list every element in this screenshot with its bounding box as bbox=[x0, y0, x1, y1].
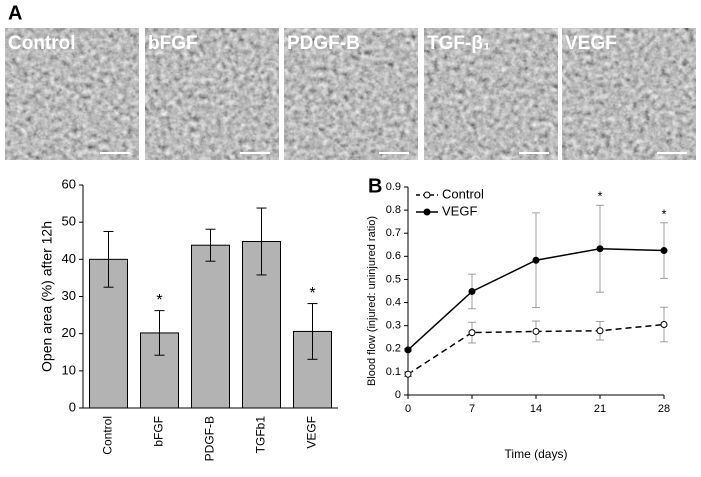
y-tick-label: 0.7 bbox=[386, 227, 401, 239]
micrograph bbox=[284, 28, 418, 160]
y-tick-label: 0.1 bbox=[386, 366, 401, 378]
image-label: TGF-β₁ bbox=[427, 33, 491, 54]
y-tick-label: 0.2 bbox=[386, 343, 401, 355]
y-tick-label: 0.3 bbox=[386, 320, 401, 332]
marker bbox=[468, 329, 476, 337]
significance-mark: * bbox=[156, 292, 162, 309]
y-axis-label: Blood flow (injured: uninjured ratio) bbox=[366, 216, 378, 386]
marker bbox=[596, 245, 604, 253]
y-tick-label: 50 bbox=[62, 214, 76, 229]
y-tick-label: 60 bbox=[62, 176, 76, 191]
panel-label: A bbox=[8, 2, 22, 24]
significance-mark: * bbox=[661, 206, 666, 221]
x-tick-label: 14 bbox=[530, 403, 542, 415]
x-tick-label: 7 bbox=[469, 403, 475, 415]
marker bbox=[660, 321, 668, 329]
micrograph bbox=[145, 28, 279, 160]
y-tick-label: 0 bbox=[395, 389, 401, 401]
marker bbox=[532, 327, 540, 335]
panel-label: B bbox=[368, 175, 382, 197]
y-axis-label: Open area (%) after 12h bbox=[39, 221, 55, 372]
image-label: VEGF bbox=[565, 33, 617, 54]
y-tick-label: 0.5 bbox=[386, 273, 401, 285]
legend-marker bbox=[423, 191, 431, 199]
y-tick-label: 0 bbox=[69, 399, 76, 414]
x-tick-label: Control bbox=[101, 416, 115, 455]
micrograph bbox=[562, 28, 696, 160]
marker bbox=[596, 327, 604, 335]
legend-label: Control bbox=[442, 186, 484, 201]
marker bbox=[404, 370, 412, 378]
micrograph bbox=[424, 28, 558, 160]
marker bbox=[532, 256, 540, 264]
y-tick-label: 0.6 bbox=[386, 250, 401, 262]
x-tick-label: 21 bbox=[594, 403, 606, 415]
marker bbox=[404, 346, 412, 354]
y-tick-label: 0.9 bbox=[386, 181, 401, 193]
y-tick-label: 0.4 bbox=[386, 296, 401, 308]
y-tick-label: 40 bbox=[62, 251, 76, 266]
marker bbox=[468, 287, 476, 295]
x-axis-label: Time (days) bbox=[505, 447, 568, 461]
image-label: bFGF bbox=[148, 33, 198, 54]
significance-mark: * bbox=[309, 285, 315, 302]
y-tick-label: 0.8 bbox=[386, 204, 401, 216]
x-tick-label: PDGF-B bbox=[203, 416, 217, 461]
x-tick-label: TGFb1 bbox=[254, 416, 268, 454]
marker bbox=[660, 247, 668, 255]
image-label: PDGF-B bbox=[287, 33, 360, 54]
x-tick-label: bFGF bbox=[152, 416, 166, 447]
x-tick-label: 0 bbox=[405, 403, 411, 415]
significance-mark: * bbox=[597, 189, 602, 204]
micrograph bbox=[5, 28, 139, 160]
x-tick-label: 28 bbox=[658, 403, 670, 415]
x-tick-label: VEGF bbox=[305, 416, 319, 449]
image-label: Control bbox=[8, 33, 76, 54]
y-tick-label: 30 bbox=[62, 288, 76, 303]
bar bbox=[191, 244, 230, 409]
y-tick-label: 20 bbox=[62, 325, 76, 340]
y-tick-label: 10 bbox=[62, 362, 76, 377]
legend-label: VEGF bbox=[442, 203, 477, 218]
legend-marker bbox=[423, 208, 431, 216]
bar bbox=[293, 330, 332, 409]
